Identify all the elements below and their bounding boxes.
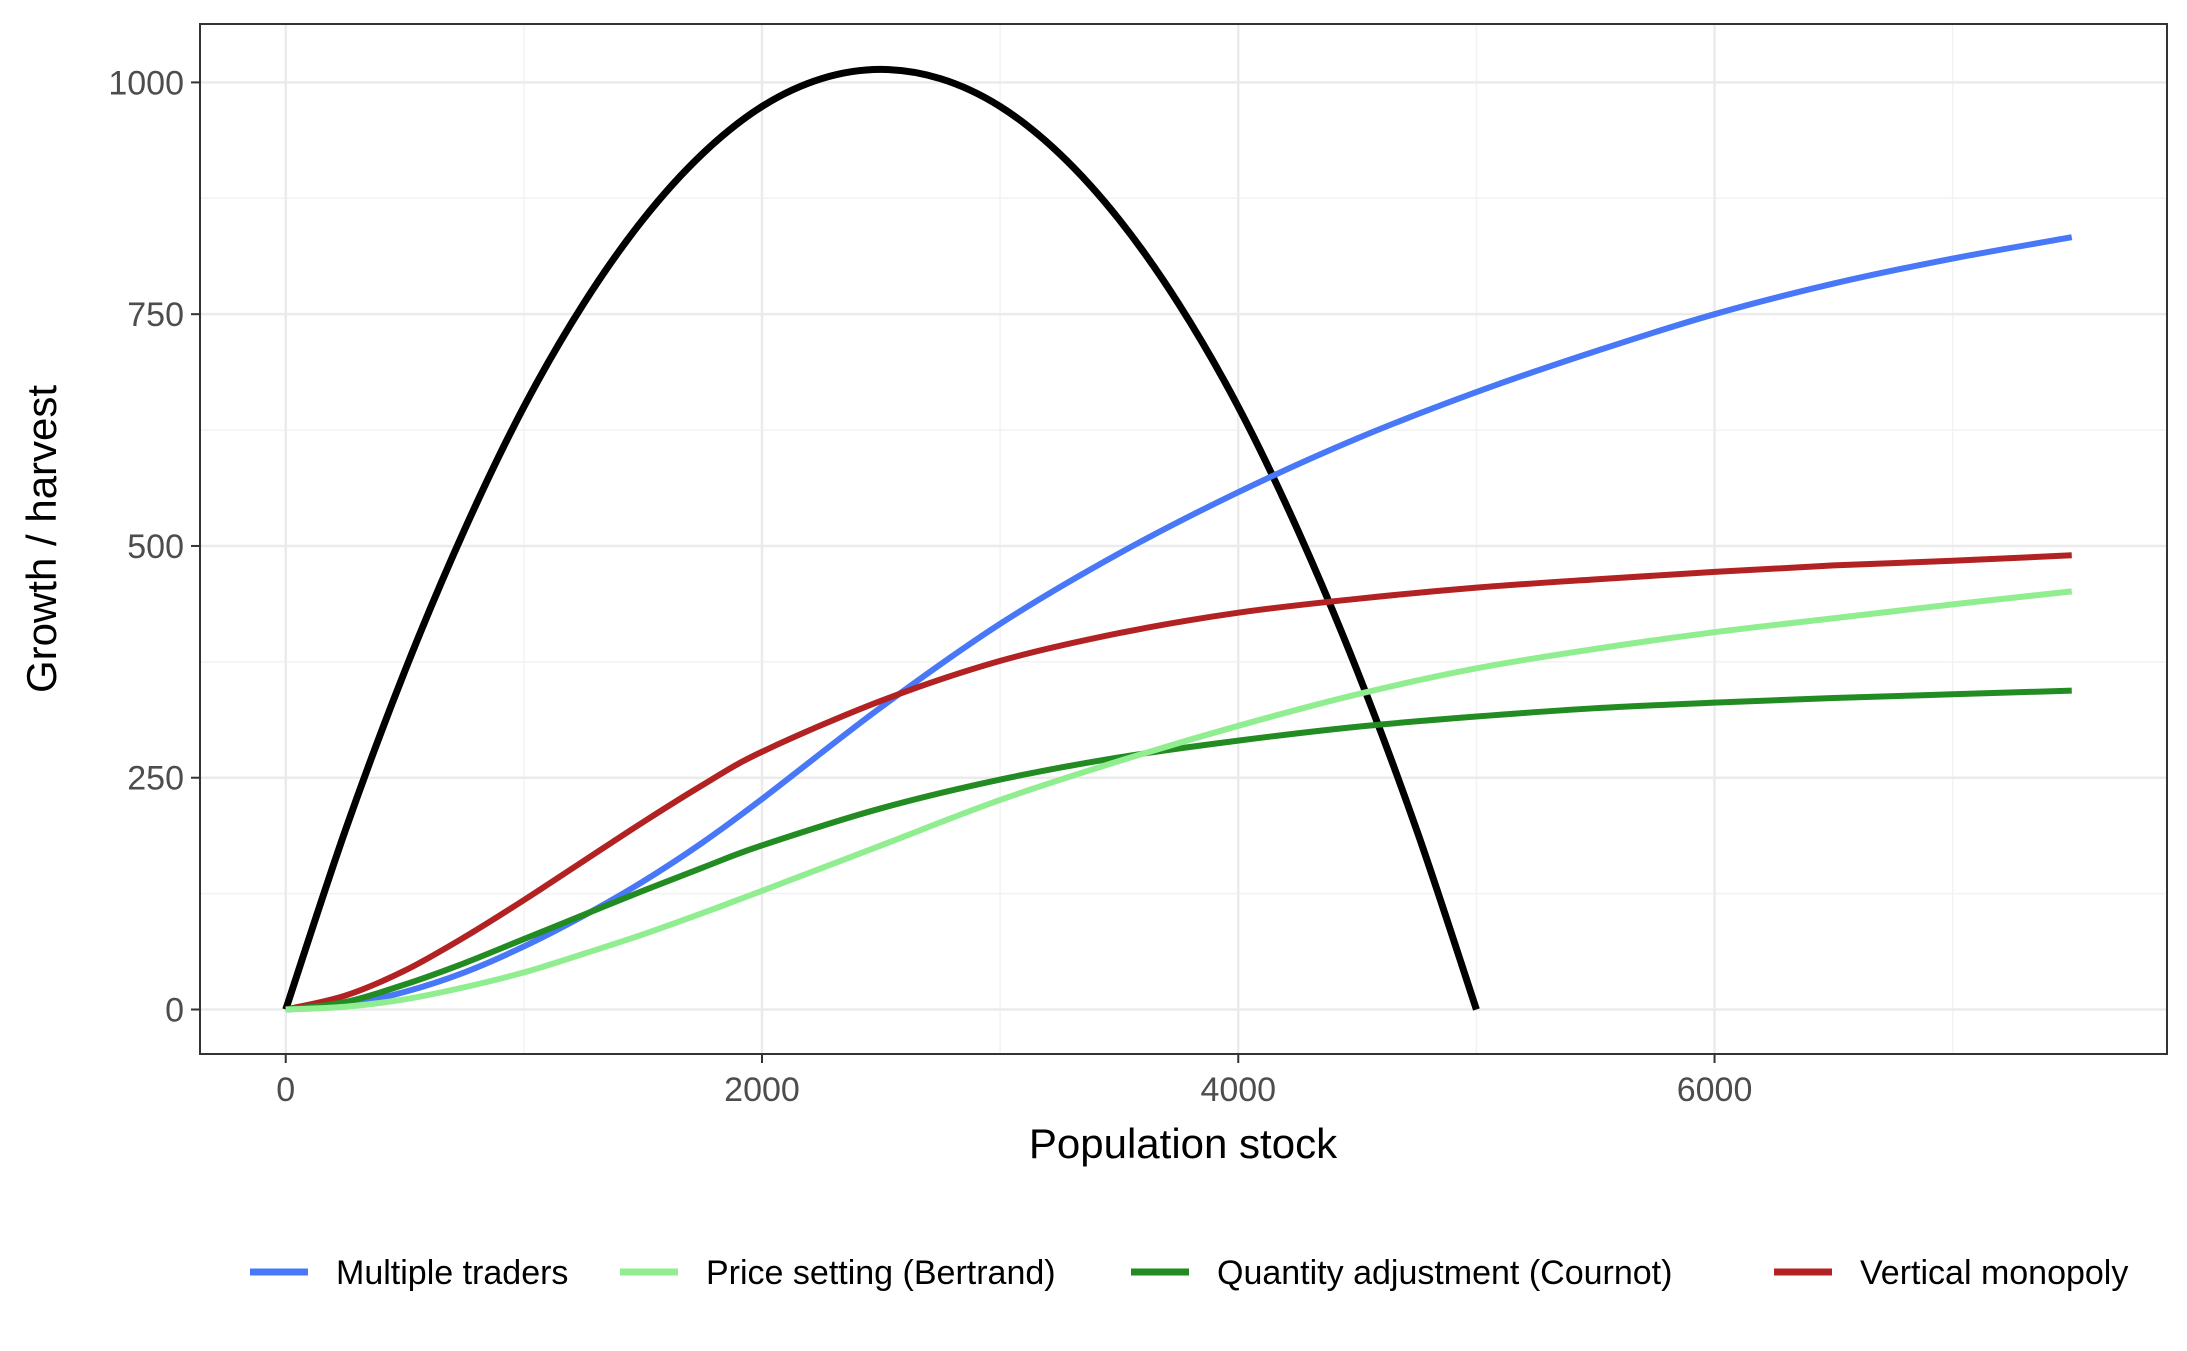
legend-label-multiple-traders: Multiple traders	[336, 1254, 568, 1292]
series-line-price-setting-bertrand	[285, 588, 2073, 1013]
growth-curve-line	[282, 65, 1480, 1011]
x-tick-labels: 0 2000 4000 6000	[276, 1071, 1752, 1109]
legend-label-vertical-monopoly: Vertical monopoly	[1860, 1254, 2128, 1292]
y-tick-label: 0	[165, 991, 184, 1029]
legend-label-quantity-adjustment-cournot: Quantity adjustment (Cournot)	[1217, 1254, 1672, 1292]
x-axis-title: Population stock	[1029, 1120, 1338, 1167]
plot-background	[200, 24, 2167, 1054]
lines	[282, 65, 2073, 1013]
x-tick-label: 4000	[1200, 1071, 1276, 1109]
series-line-quantity-adjustment-cournot	[285, 687, 2072, 1013]
series-line-vertical-monopoly	[285, 552, 2072, 1013]
grid	[200, 24, 2167, 1054]
y-axis-title: Growth / harvest	[18, 385, 65, 693]
y-tick-labels: 0 250 500 750 1000	[108, 64, 184, 1029]
x-tick-label: 2000	[724, 1071, 800, 1109]
y-tick-label: 250	[127, 760, 184, 798]
axis-ticks	[191, 81, 1716, 1063]
x-tick-label: 6000	[1677, 1071, 1753, 1109]
y-tick-label: 750	[127, 296, 184, 334]
y-tick-label: 500	[127, 528, 184, 566]
y-tick-label: 1000	[108, 64, 184, 102]
legend: Multiple traders Price setting (Bertrand)…	[250, 1254, 2128, 1292]
legend-label-price-setting-bertrand: Price setting (Bertrand)	[706, 1254, 1056, 1292]
series-line-multiple-traders	[285, 234, 2073, 1013]
x-tick-label: 0	[276, 1071, 295, 1109]
plot-border	[199, 23, 2168, 1055]
